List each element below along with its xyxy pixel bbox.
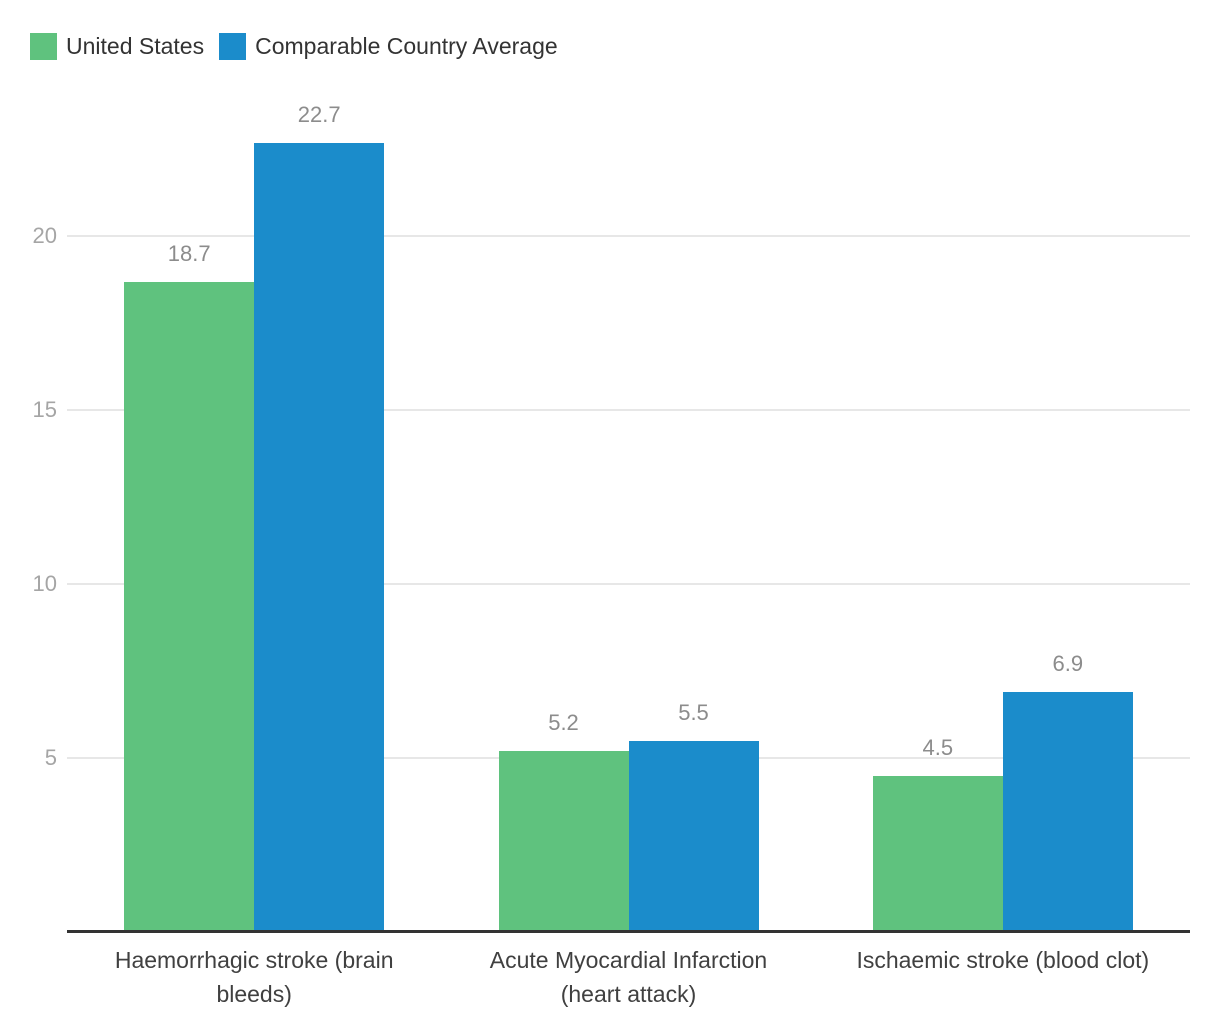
grid-line <box>67 409 1190 412</box>
y-axis-tick-label: 5 <box>44 745 57 771</box>
bar-united-states[interactable] <box>872 775 1003 932</box>
category-label: Ischaemic stroke (blood clot) <box>856 947 1150 973</box>
category-label: Acute Myocardial Infarction (heart attac… <box>489 947 768 1007</box>
grid-line <box>67 235 1190 238</box>
bar-value-label: 4.5 <box>922 734 954 760</box>
bar-united-states[interactable] <box>498 751 629 932</box>
bar-comparable-country-average[interactable] <box>1002 692 1133 932</box>
chart-legend: United States Comparable Country Average <box>30 33 558 60</box>
bar-value-label: 18.7 <box>167 240 211 266</box>
bar-value-label: 5.2 <box>548 710 579 736</box>
legend-swatch-united-states-icon <box>30 33 57 60</box>
bar-value-label: 22.7 <box>297 101 341 127</box>
legend-item-united-states[interactable]: United States <box>30 33 204 60</box>
x-axis-line <box>67 930 1190 933</box>
legend-label-comparable-country-average: Comparable Country Average <box>255 33 558 59</box>
bar-value-label: 6.9 <box>1052 651 1084 677</box>
grid-line <box>67 583 1190 586</box>
bar-value-label: 5.5 <box>678 699 709 725</box>
bar-united-states[interactable] <box>124 281 255 932</box>
y-axis-tick-label: 20 <box>32 223 57 249</box>
y-axis-tick-label: 10 <box>32 571 57 597</box>
legend-item-comparable-country-average[interactable]: Comparable Country Average <box>219 33 558 60</box>
legend-label-united-states: United States <box>66 33 205 59</box>
y-axis-tick-label: 15 <box>32 397 57 423</box>
legend-swatch-comparable-country-average-icon <box>219 33 247 60</box>
category-label: Haemorrhagic stroke (brain bleeds) <box>114 947 394 1007</box>
bar-comparable-country-average[interactable] <box>254 142 385 932</box>
bar-comparable-country-average[interactable] <box>628 740 759 932</box>
